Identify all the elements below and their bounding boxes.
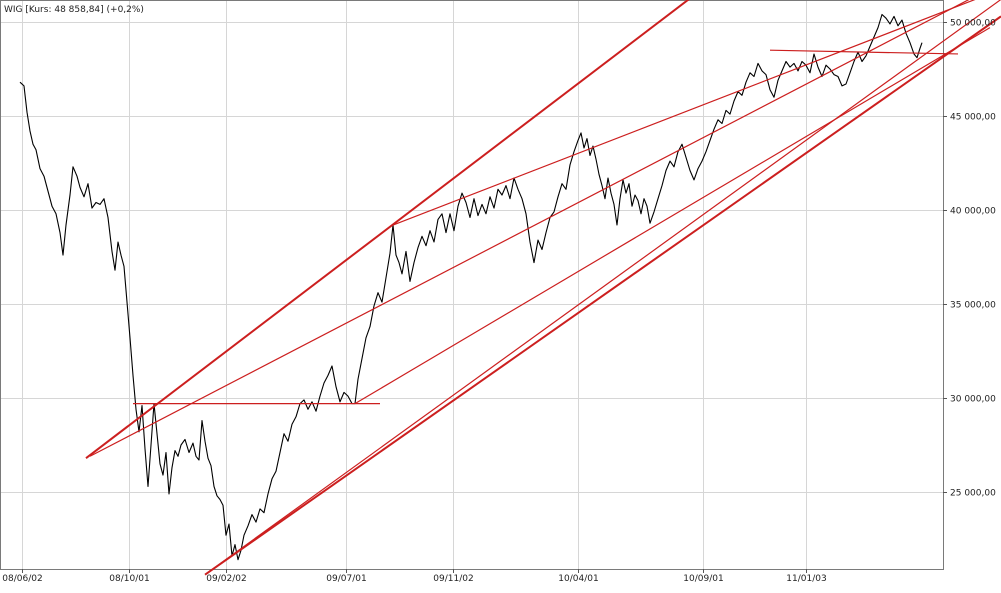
trendline <box>769 49 959 55</box>
x-tick-label: 08/10/01 <box>109 574 149 584</box>
x-tick-label: 11/01/03 <box>786 574 826 584</box>
x-tick-label: 09/02/02 <box>206 574 246 584</box>
x-axis: 08/06/02 08/10/01 09/02/02 09/07/01 09/11/02… <box>2 569 827 584</box>
x-tick-label: 10/09/01 <box>683 574 723 584</box>
y-tick-label: 40 000,00 <box>950 207 996 217</box>
series-group <box>19 13 923 561</box>
chart-title: WIG [Kurs: 48 858,84] (+0,2%) <box>4 5 144 15</box>
y-tick-label: 45 000,00 <box>950 113 996 123</box>
y-tick-label: 35 000,00 <box>950 301 996 311</box>
trendline <box>204 15 1001 576</box>
y-tick-label: 30 000,00 <box>950 395 996 405</box>
trendline <box>209 0 1001 572</box>
trendline <box>89 0 970 457</box>
x-tick-label: 09/07/01 <box>326 574 366 584</box>
trendline <box>392 0 976 226</box>
x-tick-label: 10/04/01 <box>558 574 598 584</box>
y-axis: 25 000,00 30 000,00 35 000,00 40 000,00 45 0… <box>943 19 996 499</box>
trendline <box>354 27 991 405</box>
price-series-line <box>19 13 923 561</box>
y-tick-label: 25 000,00 <box>950 489 996 499</box>
trendline-group <box>85 0 1001 576</box>
plot-frame <box>0 0 944 570</box>
trendline <box>85 0 690 459</box>
x-tick-label: 08/06/02 <box>2 574 42 584</box>
grid-lines <box>0 0 943 569</box>
y-tick-label: 50 000,00 <box>950 19 996 29</box>
x-tick-label: 09/11/02 <box>433 574 473 584</box>
